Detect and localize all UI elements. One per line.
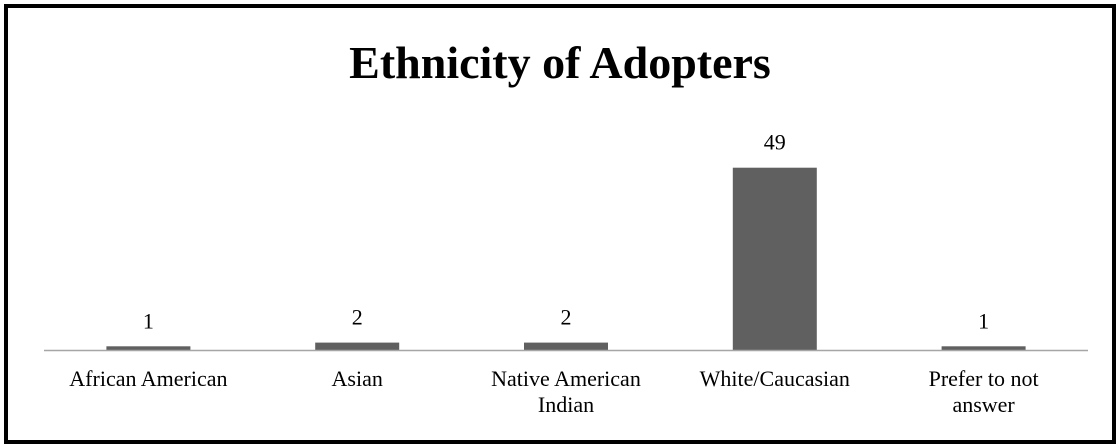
data-label-native-american-indian: 2 xyxy=(561,305,572,330)
x-tick-label-line: Native American xyxy=(491,366,641,391)
x-tick-labels-group: African American Asian Native American Indi… xyxy=(69,366,1038,417)
x-tick-label-asian: Asian xyxy=(332,366,383,391)
bar-chart: Ethnicity of Adopters 1 2 2 49 1 African Ame… xyxy=(44,37,1088,417)
chart-title: Ethnicity of Adopters xyxy=(349,37,771,88)
bar-prefer-to-not-answer xyxy=(941,346,1026,350)
x-tick-label-native-american-indian: Native American Indian xyxy=(491,366,641,417)
x-tick-label-african-american: African American xyxy=(69,366,227,391)
bars-group xyxy=(106,167,1026,350)
data-label-white-caucasian: 49 xyxy=(764,130,786,155)
data-label-prefer-to-not-answer: 1 xyxy=(978,308,989,333)
data-labels-group: 1 2 2 49 1 xyxy=(143,130,989,334)
x-tick-label-line: answer xyxy=(952,392,1015,417)
x-tick-label-white-caucasian: White/Caucasian xyxy=(700,366,850,391)
chart-frame: Ethnicity of Adopters 1 2 2 49 1 African Ame… xyxy=(4,4,1116,444)
bar-native-american-indian xyxy=(524,342,608,350)
x-tick-label-line: African American xyxy=(69,366,227,391)
x-tick-label-line: Asian xyxy=(332,366,383,391)
bar-asian xyxy=(315,342,400,350)
data-label-asian: 2 xyxy=(352,305,363,330)
data-label-african-american: 1 xyxy=(143,308,154,333)
x-tick-label-line: Prefer to not xyxy=(929,366,1039,391)
bar-african-american xyxy=(106,346,191,350)
x-tick-label-line: Indian xyxy=(538,392,594,417)
x-tick-label-prefer-to-not-answer: Prefer to not answer xyxy=(929,366,1039,417)
bar-white-caucasian xyxy=(732,167,817,350)
x-tick-label-line: White/Caucasian xyxy=(700,366,850,391)
